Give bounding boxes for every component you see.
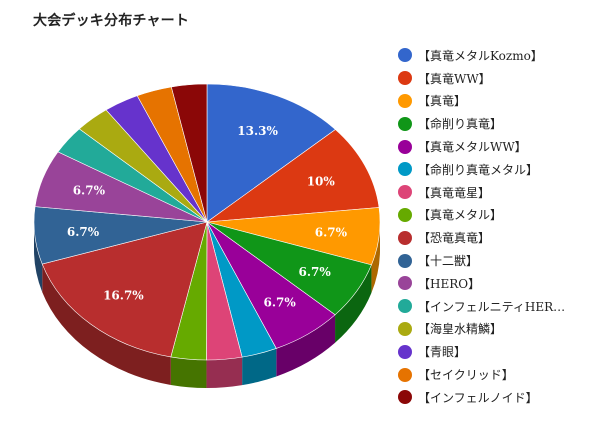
legend-item[interactable]: 【海皇水精鱗】 <box>398 318 596 341</box>
slice-8-side <box>170 356 207 388</box>
legend-item[interactable]: 【セイクリッド】 <box>398 363 596 386</box>
legend-label: 【真竜メタル】 <box>418 208 503 223</box>
legend-swatch <box>398 390 412 405</box>
pie-slices <box>33 83 381 361</box>
legend-swatch <box>398 299 412 314</box>
legend-label: 【インフェルノイド】 <box>418 390 538 405</box>
legend-swatch <box>398 93 412 108</box>
legend-item[interactable]: 【真竜】 <box>398 90 596 113</box>
slice-2[interactable] <box>205 129 380 223</box>
legend-item[interactable]: 【HERO】 <box>398 272 596 295</box>
slice-6-side <box>242 348 277 386</box>
legend-item[interactable]: 【真竜メタルWW】 <box>398 135 596 158</box>
slice-9[interactable] <box>41 221 208 358</box>
legend-swatch <box>398 207 412 222</box>
legend-label: 【真竜竜星】 <box>418 185 491 200</box>
slice-1[interactable] <box>206 83 336 223</box>
slice-10-label: 6.7% <box>67 225 100 239</box>
legend-swatch <box>398 253 412 268</box>
legend-swatch <box>398 185 412 200</box>
legend-item[interactable]: 【恐竜真竜】 <box>398 226 596 249</box>
legend-label: 【命削り真竜】 <box>418 117 503 132</box>
legend-item[interactable]: 【真竜WW】 <box>398 67 596 90</box>
slice-4-side <box>335 264 372 343</box>
slice-3-side <box>371 222 380 293</box>
slice-9-label: 16.7% <box>103 289 144 303</box>
legend-item[interactable]: 【命削り真竜メタル】 <box>398 158 596 181</box>
slice-labels: 13.3% 10% 6.7% 6.7% 6.7% 16.7% 6.7% 6.7% <box>67 124 348 310</box>
legend-label: 【十二獣】 <box>418 254 479 269</box>
slice-4-label: 6.7% <box>299 265 332 279</box>
slice-16[interactable] <box>170 83 208 223</box>
legend-swatch <box>398 71 412 86</box>
legend-swatch <box>398 162 412 177</box>
legend-item[interactable]: 【インフェルノイド】 <box>398 386 596 409</box>
slice-5-side <box>276 314 336 377</box>
legend-label: 【インフェルニティHER… <box>418 299 566 314</box>
chart-legend: 【真竜メタルKozmo】 【真竜WW】 【真竜】【命削り真竜】【真竜メタルWW】 【命… <box>398 44 596 409</box>
legend-item[interactable]: 【青眼】 <box>398 340 596 363</box>
slice-2-label: 10% <box>307 175 336 189</box>
legend-label: 【HERO】 <box>418 276 481 291</box>
slice-7-side <box>206 357 243 389</box>
legend-label: 【真竜】 <box>418 94 467 109</box>
slice-9-side <box>42 264 171 385</box>
slice-3-label: 6.7% <box>315 225 348 239</box>
legend-item[interactable]: 【真竜メタル】 <box>398 204 596 227</box>
legend-label: 【命削り真竜メタル】 <box>418 162 539 177</box>
slice-10-side <box>34 222 43 293</box>
legend-swatch <box>398 344 412 359</box>
legend-swatch <box>398 230 412 245</box>
legend-label: 【セイクリッド】 <box>418 368 514 383</box>
slice-1-label: 13.3% <box>237 124 278 138</box>
legend-item[interactable]: 【インフェルニティHER… <box>398 295 596 318</box>
legend-item[interactable]: 【命削り真竜】 <box>398 112 596 135</box>
slice-11-label: 6.7% <box>73 184 106 198</box>
legend-label: 【真竜WW】 <box>418 71 491 86</box>
legend-swatch <box>398 367 412 382</box>
slice-5-label: 6.7% <box>264 296 297 310</box>
legend-label: 【真竜メタルWW】 <box>418 140 527 155</box>
legend-label: 【海皇水精鱗】 <box>418 322 503 337</box>
legend-item[interactable]: 【真竜竜星】 <box>398 181 596 204</box>
chart-title: 大会デッキ分布チャート <box>33 13 190 29</box>
legend-swatch <box>398 276 412 291</box>
legend-swatch <box>398 116 412 131</box>
legend-swatch <box>398 48 412 63</box>
legend-label: 【真竜メタルKozmo】 <box>418 48 543 63</box>
legend-swatch <box>398 139 412 154</box>
pie-side-walls <box>34 222 380 389</box>
legend-label: 【恐竜真竜】 <box>418 231 491 246</box>
legend-label: 【青眼】 <box>418 345 467 360</box>
legend-item[interactable]: 【真竜メタルKozmo】 <box>398 44 596 67</box>
legend-swatch <box>398 321 412 336</box>
legend-item[interactable]: 【十二獣】 <box>398 249 596 272</box>
